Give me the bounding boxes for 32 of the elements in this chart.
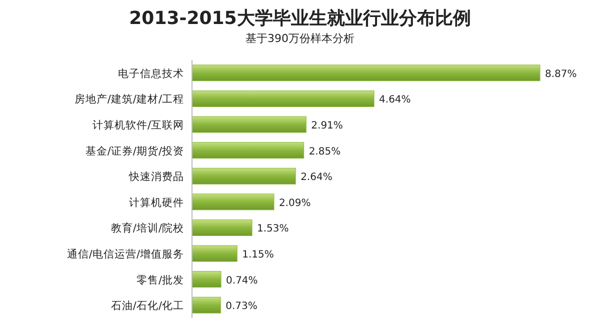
bar [192, 168, 296, 184]
bar [192, 194, 274, 210]
data-label: 0.73% [226, 301, 258, 312]
data-label: 1.53% [257, 224, 289, 235]
data-label: 2.09% [279, 198, 311, 209]
y-tick-label: 通信/电信运营/增值服务 [66, 248, 184, 260]
y-tick-label: 房地产/建筑/建材/工程 [74, 92, 184, 106]
bar [192, 90, 374, 107]
y-tick-label: 计算机硬件 [129, 196, 184, 209]
bar [192, 64, 540, 82]
data-label: 8.87% [545, 68, 577, 80]
y-tick-label: 快速消费品 [128, 170, 184, 184]
y-tick-label: 石油/石化/化工 [110, 299, 184, 312]
data-label: 0.74% [226, 275, 258, 286]
bar [192, 142, 304, 159]
bar [192, 271, 222, 288]
bar [192, 296, 221, 314]
data-label: 2.64% [300, 172, 332, 184]
bar [192, 245, 238, 262]
chart-subtitle: 基于390万份样本分析 [246, 32, 354, 45]
y-tick-label: 教育/培训/院校 [110, 222, 184, 235]
data-label: 4.64% [379, 94, 411, 106]
bar [192, 219, 252, 236]
bar [192, 116, 306, 133]
data-label: 2.91% [311, 120, 343, 132]
data-label: 2.85% [308, 146, 341, 158]
y-tick-label: 电子信息技术 [118, 66, 184, 80]
y-tick-label: 基金/证券/期货/投资 [85, 144, 184, 158]
y-tick-label: 计算机软件/互联网 [92, 118, 184, 132]
chart-title: 2013-2015大学毕业生就业行业分布比例 [129, 8, 471, 29]
data-label: 1.15% [242, 250, 274, 260]
y-tick-label: 零售/批发 [136, 274, 184, 286]
